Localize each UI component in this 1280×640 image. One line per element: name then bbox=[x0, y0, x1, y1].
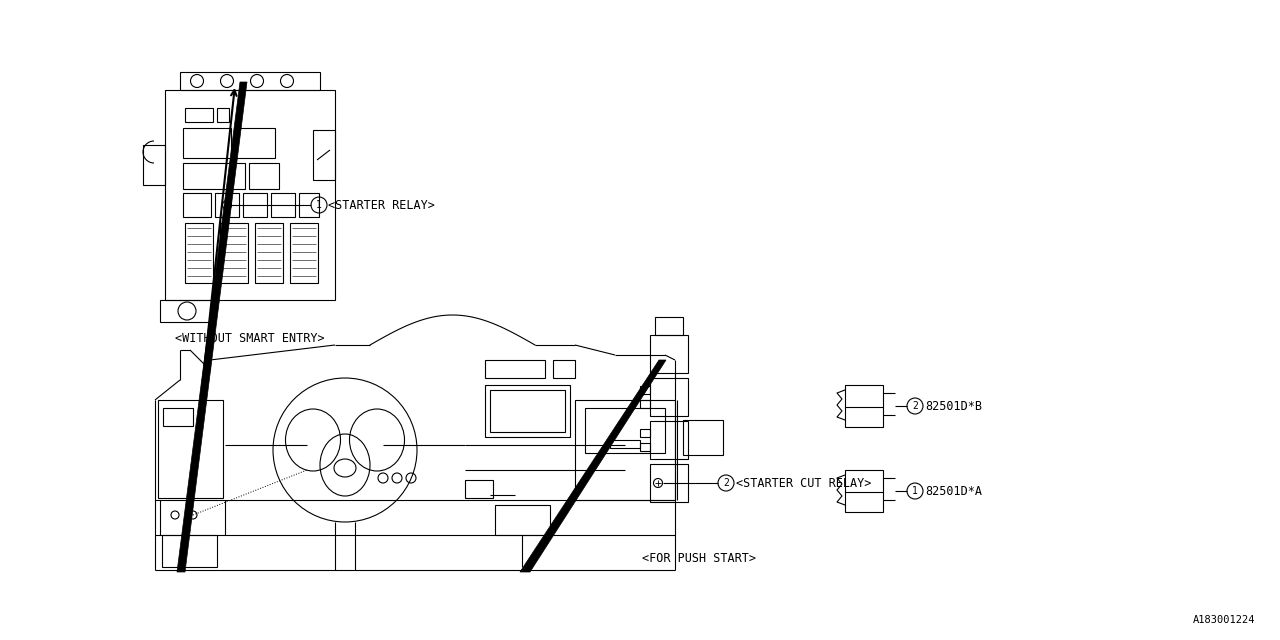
Bar bbox=[495, 505, 550, 535]
Bar bbox=[163, 408, 193, 426]
Bar bbox=[575, 400, 675, 500]
Bar bbox=[180, 72, 320, 90]
Bar bbox=[220, 223, 248, 283]
Bar bbox=[640, 443, 650, 451]
Bar bbox=[183, 193, 211, 217]
Bar bbox=[845, 470, 883, 512]
Text: 82501D*B: 82501D*B bbox=[925, 399, 982, 413]
Bar bbox=[650, 335, 689, 373]
Text: 2: 2 bbox=[723, 478, 728, 488]
Bar bbox=[236, 128, 275, 158]
Bar bbox=[186, 223, 212, 283]
Bar bbox=[218, 108, 229, 122]
Bar bbox=[845, 385, 883, 427]
Bar bbox=[243, 193, 268, 217]
Bar bbox=[291, 223, 317, 283]
Bar bbox=[186, 108, 212, 122]
Bar bbox=[585, 408, 666, 453]
Bar bbox=[255, 223, 283, 283]
Text: <STARTER CUT RELAY>: <STARTER CUT RELAY> bbox=[736, 477, 872, 490]
Bar bbox=[465, 480, 493, 498]
Polygon shape bbox=[177, 82, 247, 572]
Polygon shape bbox=[520, 360, 666, 572]
Bar bbox=[640, 400, 650, 408]
Text: A183001224: A183001224 bbox=[1193, 615, 1254, 625]
Bar bbox=[215, 193, 239, 217]
Bar bbox=[640, 386, 650, 394]
Text: <STARTER RELAY>: <STARTER RELAY> bbox=[328, 198, 435, 211]
Bar bbox=[640, 429, 650, 437]
Text: 1: 1 bbox=[316, 200, 323, 210]
Bar bbox=[553, 360, 575, 378]
Bar bbox=[655, 317, 684, 335]
Bar bbox=[314, 130, 335, 180]
Text: 82501D*A: 82501D*A bbox=[925, 484, 982, 497]
Bar bbox=[490, 390, 564, 432]
Text: <WITHOUT SMART ENTRY>: <WITHOUT SMART ENTRY> bbox=[175, 332, 325, 344]
Bar bbox=[650, 421, 689, 459]
Bar bbox=[183, 163, 244, 189]
Bar bbox=[650, 378, 689, 416]
Bar bbox=[271, 193, 294, 217]
Bar bbox=[485, 385, 570, 437]
Bar bbox=[157, 400, 223, 498]
Text: 2: 2 bbox=[913, 401, 918, 411]
Bar bbox=[611, 440, 640, 448]
Text: 1: 1 bbox=[913, 486, 918, 496]
Bar bbox=[183, 128, 230, 158]
Bar bbox=[165, 90, 335, 300]
Bar bbox=[143, 145, 165, 185]
Bar bbox=[163, 535, 218, 567]
Bar bbox=[300, 193, 319, 217]
Bar bbox=[250, 163, 279, 189]
Text: <FOR PUSH START>: <FOR PUSH START> bbox=[643, 552, 756, 564]
Bar bbox=[684, 420, 723, 455]
Bar bbox=[650, 464, 689, 502]
Bar bbox=[485, 360, 545, 378]
Bar bbox=[160, 300, 215, 322]
